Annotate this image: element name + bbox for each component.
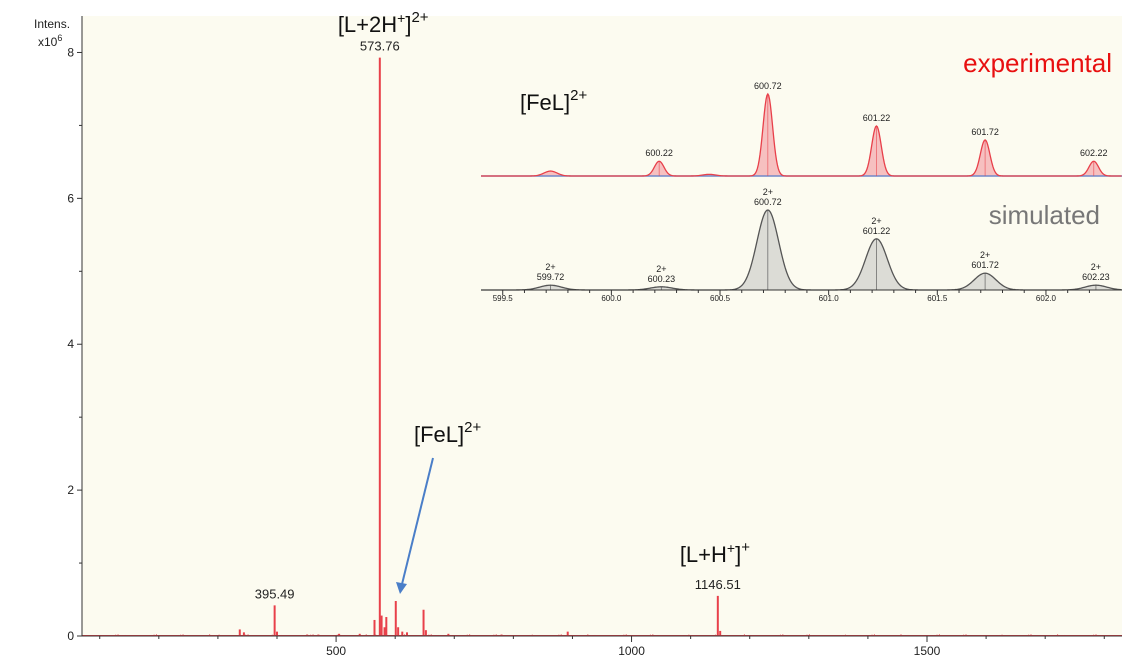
x-tick-label: 500: [326, 644, 346, 658]
x-tick-label: 1000: [618, 644, 645, 658]
y-tick-label: 6: [67, 191, 74, 205]
fel-arrow: [396, 457, 434, 594]
annotation-fel: [FeL]2+: [414, 419, 481, 447]
inset-x-tick-label: 601.5: [927, 294, 948, 303]
y-axis-multiplier: x106: [38, 33, 62, 49]
inset-simulated-background: [481, 178, 1122, 304]
simulated-peak-charge: 2+: [1091, 262, 1101, 272]
simulated-peak-label: 600.23: [648, 274, 676, 284]
peak-label: 573.76: [360, 39, 400, 54]
simulated-peak-label: 602.23: [1082, 272, 1110, 282]
y-axis-label: Intens.: [34, 17, 70, 31]
simulated-peak-charge: 2+: [980, 250, 990, 260]
simulated-peak-charge: 2+: [763, 187, 773, 197]
simulated-peak-label: 601.22: [863, 226, 891, 236]
simulated-label: simulated: [989, 200, 1100, 230]
arrow-head: [396, 582, 407, 594]
y-tick-label: 0: [67, 629, 74, 643]
experimental-trace: [481, 92, 1122, 177]
main-peak-labels: 395.49 573.76 1146.51: [255, 39, 741, 602]
inset-x-tick-label: 599.5: [493, 294, 514, 303]
peak-label: 1146.51: [695, 577, 741, 592]
simulated-peak-charge: 2+: [656, 264, 666, 274]
inset-x-tick-label: 601.0: [819, 294, 840, 303]
inset-simulated-labels: 2+599.722+600.232+600.722+601.222+601.72…: [537, 187, 1110, 284]
inset-x-tick-label: 600.5: [710, 294, 731, 303]
inset-simulated-axis: 599.5 600.0 600.5 601.0 601.5 602.0: [481, 289, 1122, 303]
inset-x-tick-label: 600.0: [601, 294, 622, 303]
annotation-l-h: [L+H+]+: [680, 539, 750, 567]
simulated-peak-charge: 2+: [545, 262, 555, 272]
inset-experimental-labels: 600.22 600.72 601.22 601.72 602.22: [645, 81, 1107, 158]
main-axes: 0 2 4 6 8 500 1000 1500: [67, 16, 1122, 658]
inset-experimental-peaks: [481, 92, 1122, 177]
experimental-peak-label: 600.22: [645, 148, 673, 158]
simulated-peak-label: 599.72: [537, 272, 565, 282]
simulated-peak-charge: 2+: [871, 216, 881, 226]
y-tick-label: 8: [67, 45, 74, 59]
experimental-peak-label: 601.22: [863, 113, 891, 123]
inset-x-tick-label: 602.0: [1036, 294, 1057, 303]
peak-label: 395.49: [255, 586, 295, 601]
simulated-peak-label: 601.72: [971, 260, 999, 270]
inset-experimental-background: [481, 62, 1122, 178]
arrow-shaft: [400, 457, 434, 586]
experimental-label: experimental: [963, 48, 1112, 78]
experimental-peak-label: 601.72: [971, 127, 999, 137]
annotation-l-2h: [L+2H+]2+: [338, 9, 429, 37]
inset-title-fel: [FeL]2+: [520, 87, 587, 115]
experimental-peak-label: 602.22: [1080, 148, 1108, 158]
x-tick-label: 1500: [914, 644, 941, 658]
y-tick-label: 2: [67, 483, 74, 497]
y-tick-label: 4: [67, 337, 74, 351]
simulated-peak-label: 600.72: [754, 197, 782, 207]
experimental-peak-label: 600.72: [754, 81, 782, 91]
